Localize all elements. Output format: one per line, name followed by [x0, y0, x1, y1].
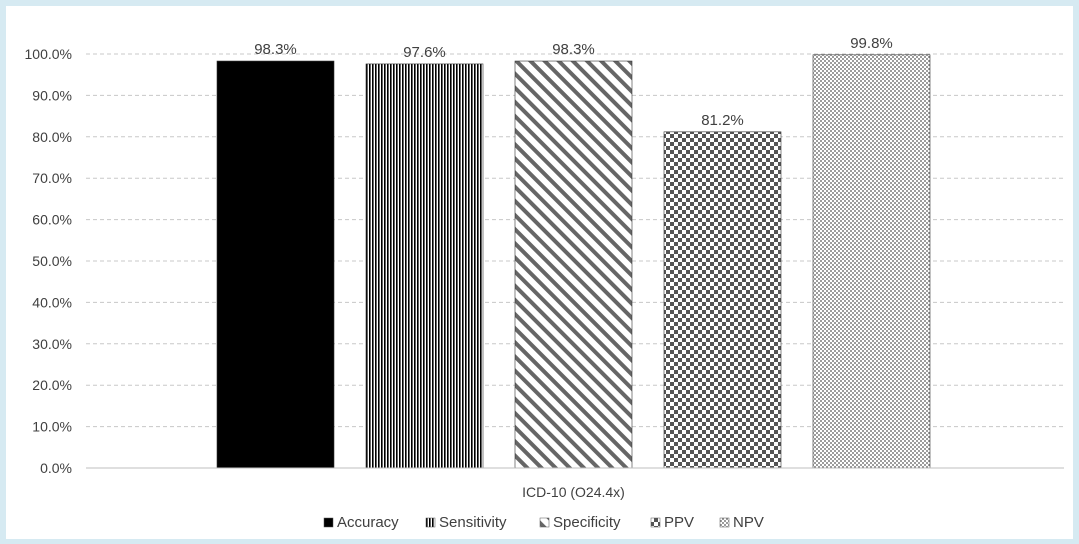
y-tick-label: 50.0% [32, 253, 72, 269]
y-tick-label: 30.0% [32, 336, 72, 352]
legend-swatch [539, 517, 550, 528]
y-tick-label: 100.0% [25, 46, 72, 62]
legend-label: Sensitivity [439, 514, 507, 531]
x-category-label: ICD-10 (O24.4x) [522, 484, 625, 500]
legend-swatch [719, 517, 730, 528]
data-label-accuracy: 98.3% [254, 41, 297, 58]
data-label-npv: 99.8% [850, 35, 893, 52]
y-tick-label: 80.0% [32, 129, 72, 145]
data-labels: 98.3% 97.6% 98.3% 81.2% 99.8% [254, 35, 893, 129]
data-label-sensitivity: 97.6% [403, 44, 446, 61]
y-tick-label: 90.0% [32, 87, 72, 103]
bar-chart: 0.0% 10.0% 20.0% 30.0% 40.0% 50.0% 60.0% 70.0% 8… [25, 35, 1064, 531]
legend-label: Specificity [553, 514, 621, 531]
legend-label: Accuracy [337, 514, 399, 531]
legend-item-sensitivity: Sensitivity [425, 514, 507, 531]
y-tick-label: 70.0% [32, 170, 72, 186]
bar-specificity [514, 60, 633, 469]
bar-ppv [663, 131, 782, 469]
legend-item-accuracy: Accuracy [323, 514, 399, 531]
data-label-specificity: 98.3% [552, 41, 595, 58]
legend-label: NPV [733, 514, 764, 531]
legend-swatch [650, 517, 661, 528]
legend: Accuracy Sensitivity Specificity PPV NPV [323, 514, 764, 531]
bar-accuracy [216, 60, 335, 469]
chart-frame: 0.0% 10.0% 20.0% 30.0% 40.0% 50.0% 60.0% 70.0% 8… [6, 6, 1073, 539]
y-axis-ticks: 0.0% 10.0% 20.0% 30.0% 40.0% 50.0% 60.0% 70.0% 8… [25, 46, 72, 476]
legend-swatch [425, 517, 436, 528]
bars [216, 54, 931, 469]
legend-item-npv: NPV [719, 514, 764, 531]
legend-item-specificity: Specificity [539, 514, 621, 531]
legend-label: PPV [664, 514, 694, 531]
y-tick-label: 60.0% [32, 212, 72, 228]
legend-item-ppv: PPV [650, 514, 694, 531]
y-tick-label: 10.0% [32, 419, 72, 435]
y-tick-label: 0.0% [40, 460, 72, 476]
bar-npv [812, 54, 931, 469]
data-label-ppv: 81.2% [701, 112, 744, 129]
y-tick-label: 20.0% [32, 377, 72, 393]
legend-swatch [323, 517, 334, 528]
bar-sensitivity [365, 63, 484, 469]
y-tick-label: 40.0% [32, 294, 72, 310]
